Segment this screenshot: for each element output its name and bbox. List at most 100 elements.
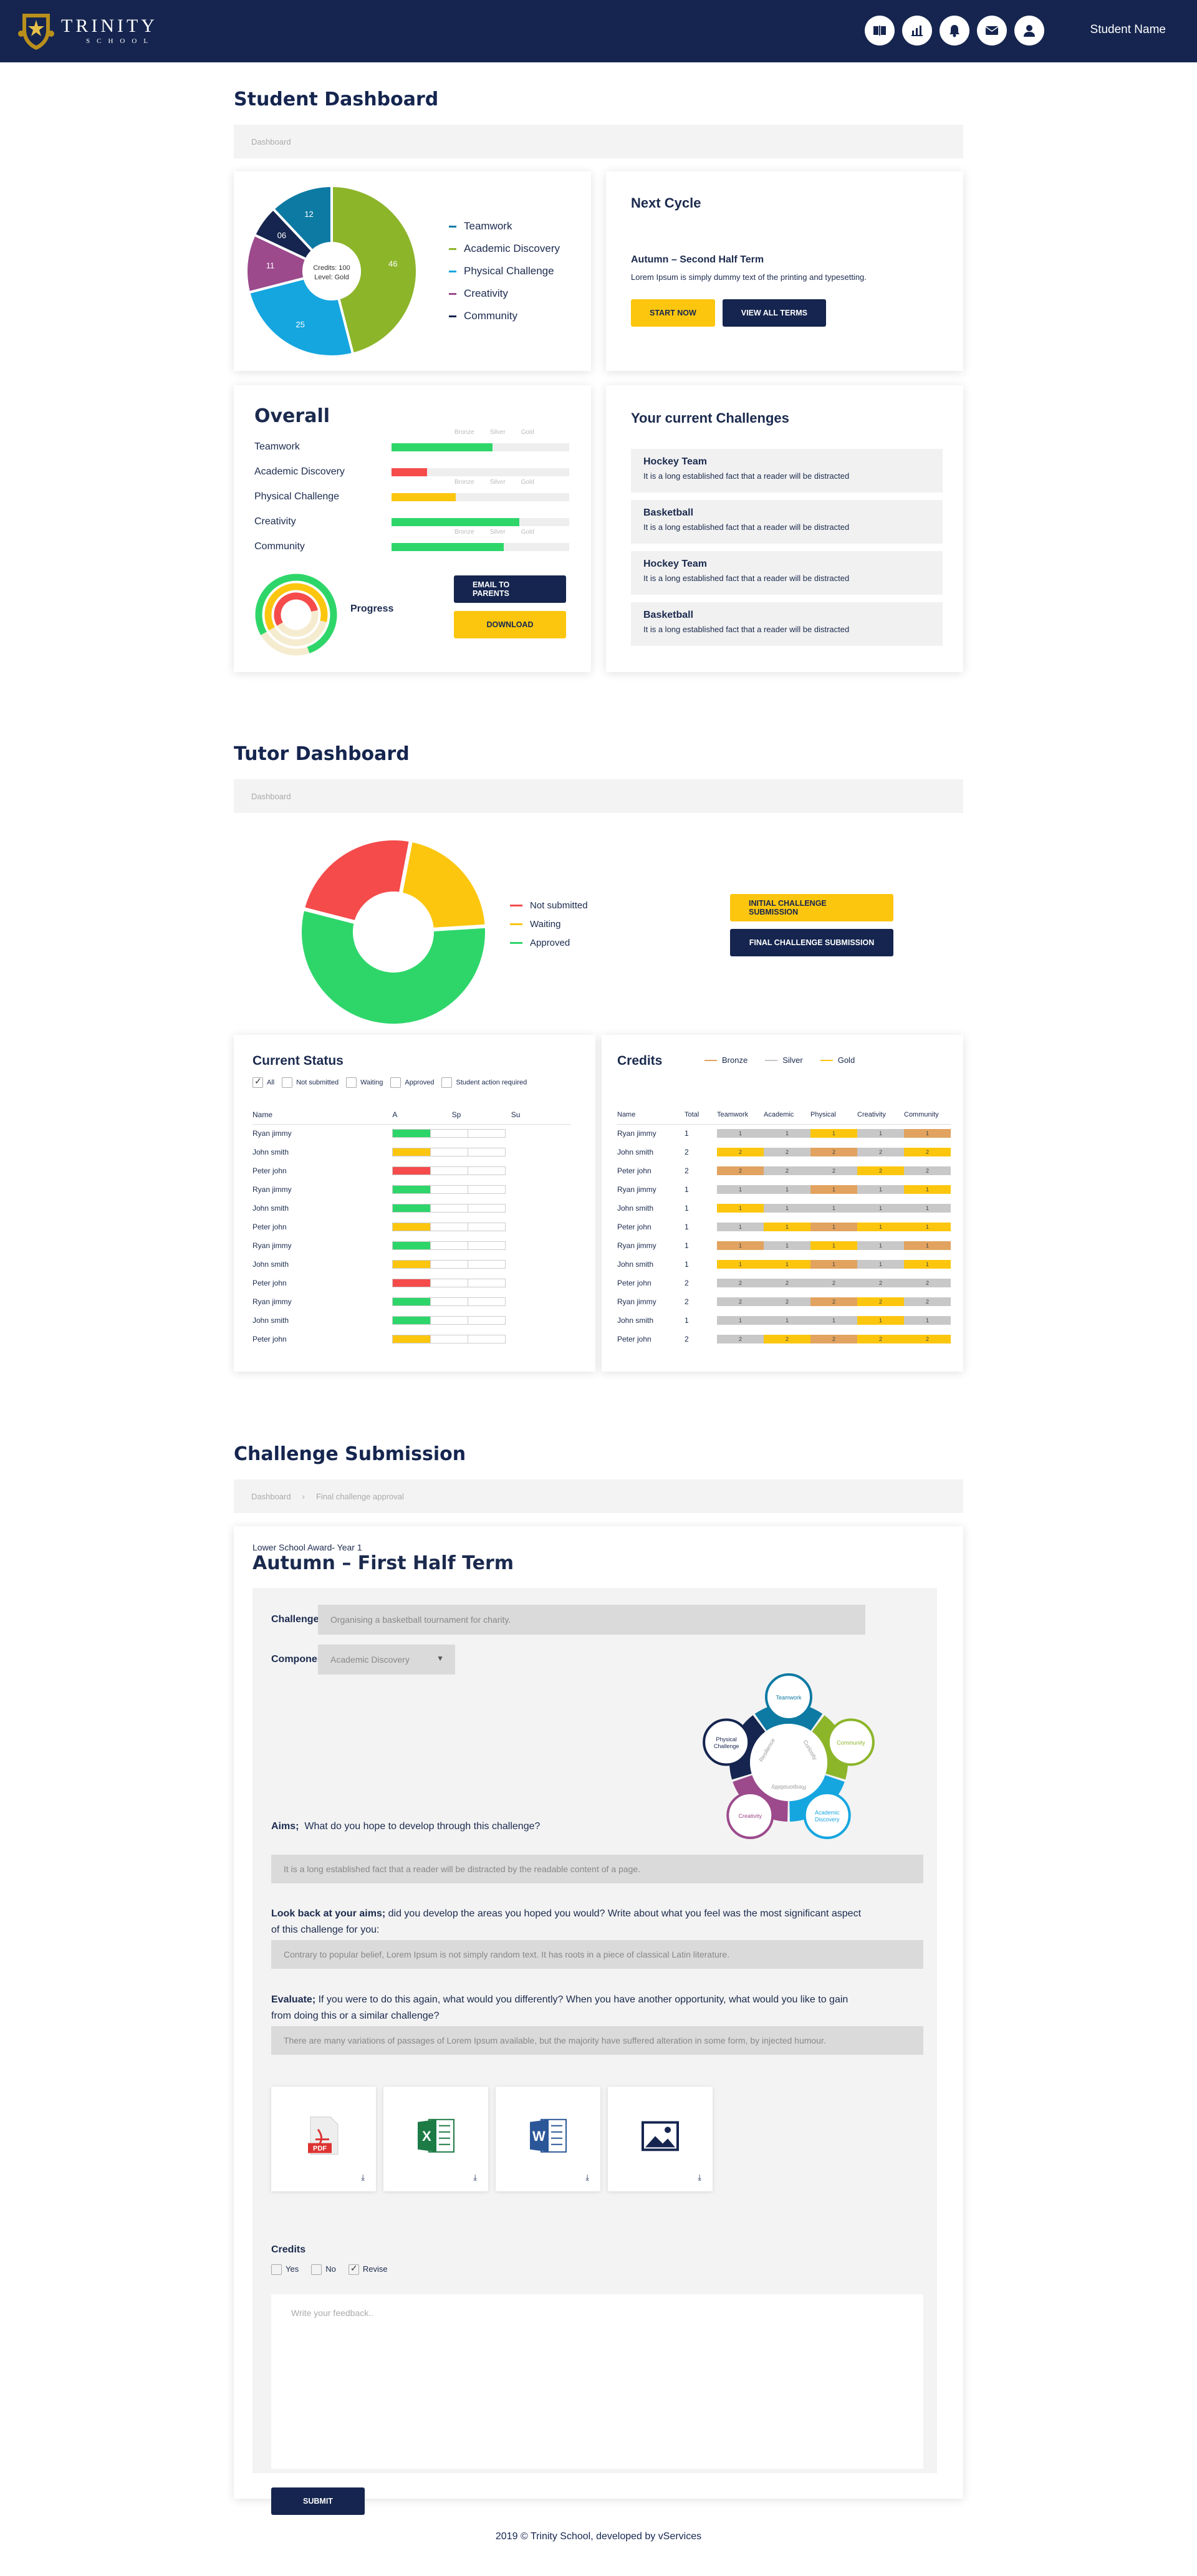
challenge-item[interactable]: Hockey Team It is a long established fact… <box>631 551 943 595</box>
download-icon[interactable]: ⤓ <box>473 2173 477 2182</box>
table-row[interactable]: Peter john 2 2 2 2 2 2 <box>617 1161 951 1180</box>
download-icon[interactable]: ⤓ <box>361 2173 365 2182</box>
filter-approved[interactable]: Approved <box>390 1077 434 1088</box>
checkbox[interactable] <box>282 1077 293 1088</box>
breadcrumb-dashboard[interactable]: Dashboard <box>251 137 291 147</box>
credit-option-yes[interactable]: Yes <box>271 2264 299 2276</box>
pie-slice-academic-discovery[interactable] <box>330 184 418 356</box>
filter-student-action-required[interactable]: Student action required <box>441 1077 527 1088</box>
final-challenge-submission-button[interactable]: FINAL CHALLENGE SUBMISSION <box>730 929 893 956</box>
student-name: John smith <box>252 1204 289 1213</box>
credit-cell: 1 <box>857 1129 904 1138</box>
school-logo[interactable]: TRINITY SCHOOL <box>17 9 158 52</box>
checkbox[interactable] <box>346 1077 357 1088</box>
table-row[interactable]: John smith <box>252 1199 570 1218</box>
donut-slice-waiting[interactable] <box>398 838 489 932</box>
user-icon[interactable] <box>1014 16 1044 46</box>
component-label: Component: <box>271 1654 330 1665</box>
breadcrumb-dashboard[interactable]: Dashboard <box>251 1491 291 1501</box>
student-name: John smith <box>617 1316 654 1325</box>
table-row[interactable]: Ryan jimmy 1 1 1 1 1 1 <box>617 1236 951 1255</box>
challenge-input[interactable]: Organising a basketball tournament for c… <box>318 1605 865 1635</box>
pie-slice-teamwork[interactable] <box>271 184 333 253</box>
feedback-textarea[interactable]: Write your feedback.. <box>271 2294 923 2469</box>
filter-all[interactable]: All <box>252 1076 274 1088</box>
chart-icon[interactable] <box>902 16 932 46</box>
wheel-node[interactable] <box>703 1718 751 1766</box>
table-row[interactable]: Peter john <box>252 1330 570 1348</box>
donut-slice-not-submitted[interactable] <box>300 837 413 925</box>
attachment-card[interactable]: W ⤓ <box>496 2087 600 2191</box>
table-row[interactable]: Peter john <box>252 1218 570 1236</box>
table-row[interactable]: Peter john <box>252 1161 570 1180</box>
checkbox[interactable] <box>348 2263 359 2276</box>
challenge-item[interactable]: Basketball It is a long established fact … <box>631 602 943 646</box>
student-dashboard-title: Student Dashboard <box>234 89 439 110</box>
table-row[interactable]: John smith 1 1 1 1 1 1 <box>617 1255 951 1274</box>
student-name: John smith <box>617 1260 654 1269</box>
download-icon[interactable]: ⤓ <box>698 2173 701 2182</box>
email-parents-button[interactable]: EMAIL TO PARENTS <box>454 575 566 603</box>
view-all-terms-button[interactable]: VIEW ALL TERMS <box>722 299 827 327</box>
breadcrumb-dashboard[interactable]: Dashboard <box>251 791 291 801</box>
challenge-item[interactable]: Hockey Team It is a long established fact… <box>631 449 943 493</box>
user-name[interactable]: Student Name <box>1090 23 1166 36</box>
pie-slice-physical-challenge[interactable] <box>247 276 355 358</box>
attachment-card[interactable]: X ⤓ <box>383 2087 488 2191</box>
credit-option-no[interactable]: No <box>311 2264 336 2276</box>
table-row[interactable]: Ryan jimmy 2 2 2 2 2 2 <box>617 1292 951 1311</box>
table-row[interactable]: John smith 1 1 1 1 1 1 <box>617 1311 951 1330</box>
download-button[interactable]: DOWNLOAD <box>454 611 566 638</box>
table-row[interactable]: John smith <box>252 1311 570 1330</box>
filter-not-submitted[interactable]: Not submitted <box>282 1077 339 1088</box>
tier-label: Gold <box>521 529 534 536</box>
table-row[interactable]: Ryan jimmy 1 1 1 1 1 1 <box>617 1180 951 1199</box>
table-row[interactable]: Peter john 2 2 2 2 2 2 <box>617 1330 951 1348</box>
table-row[interactable]: Ryan jimmy <box>252 1124 570 1143</box>
credit-cell: 2 <box>857 1297 904 1306</box>
tutor-breadcrumb: Dashboard <box>234 779 963 813</box>
checkbox[interactable] <box>311 2264 322 2276</box>
download-icon[interactable]: ⤓ <box>585 2173 589 2182</box>
checkbox[interactable] <box>252 1076 263 1088</box>
tier-labels: Bronze Silver Gold <box>454 479 534 486</box>
attachment-card[interactable]: ⤓ <box>608 2087 713 2191</box>
table-row[interactable]: Peter john 2 2 2 2 2 2 <box>617 1274 951 1292</box>
evaluate-answer[interactable]: There are many variations of passages of… <box>271 2026 923 2055</box>
component-select[interactable]: Academic Discovery ▼ <box>318 1645 455 1675</box>
checkbox[interactable] <box>441 1077 453 1088</box>
wheel-node[interactable] <box>726 1791 774 1839</box>
checkbox[interactable] <box>271 2264 282 2276</box>
table-row[interactable]: John smith <box>252 1255 570 1274</box>
credit-cell: 2 <box>810 1297 857 1306</box>
checkbox[interactable] <box>390 1077 401 1088</box>
envelope-icon[interactable] <box>977 16 1007 46</box>
wheel-node[interactable] <box>827 1718 875 1766</box>
credit-total: 1 <box>685 1204 689 1213</box>
start-now-button[interactable]: START NOW <box>631 299 715 327</box>
table-row[interactable]: John smith 2 2 2 2 2 2 <box>617 1143 951 1161</box>
submit-button[interactable]: SUBMIT <box>271 2487 365 2515</box>
initial-challenge-submission-button[interactable]: INITIAL CHALLENGE SUBMISSION <box>730 894 893 921</box>
table-row[interactable]: Ryan jimmy <box>252 1292 570 1311</box>
status-cells <box>392 1218 570 1236</box>
wheel-node[interactable] <box>765 1673 812 1721</box>
book-icon[interactable] <box>865 16 895 46</box>
bell-icon[interactable] <box>940 16 969 46</box>
table-row[interactable]: John smith 1 1 1 1 1 1 <box>617 1199 951 1218</box>
credit-option-revise[interactable]: Revise <box>348 2263 388 2276</box>
filter-waiting[interactable]: Waiting <box>346 1077 383 1088</box>
table-row[interactable]: Ryan jimmy <box>252 1236 570 1255</box>
donut-slice-approved[interactable] <box>298 906 489 1027</box>
look-back-answer[interactable]: Contrary to popular belief, Lorem Ipsum … <box>271 1940 923 1969</box>
table-row[interactable]: Ryan jimmy 1 1 1 1 1 1 <box>617 1124 951 1143</box>
table-row[interactable]: Peter john 1 1 1 1 1 1 <box>617 1218 951 1236</box>
overall-progress-track <box>392 543 569 551</box>
table-row[interactable]: John smith <box>252 1143 570 1161</box>
wheel-node[interactable] <box>803 1791 851 1839</box>
challenge-item[interactable]: Basketball It is a long established fact … <box>631 500 943 544</box>
table-row[interactable]: Peter john <box>252 1274 570 1292</box>
table-row[interactable]: Ryan jimmy <box>252 1180 570 1199</box>
attachment-card[interactable]: PDF ⤓ <box>271 2087 376 2191</box>
aims-answer[interactable]: It is a long established fact that a rea… <box>271 1855 923 1883</box>
